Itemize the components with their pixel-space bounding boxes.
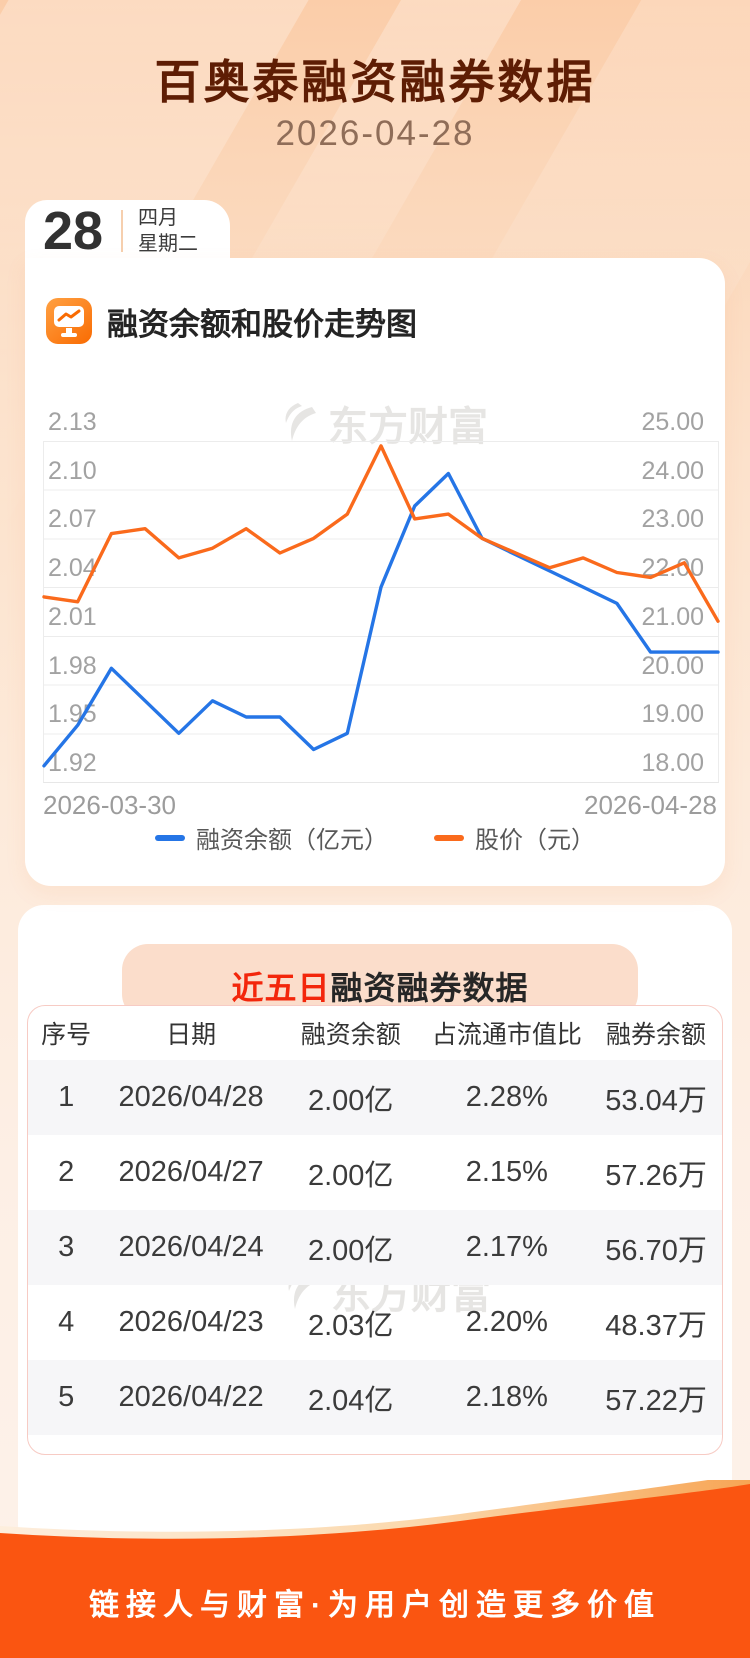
table-column-header: 融资余额: [300, 1021, 401, 1049]
table-cell: 2.00亿: [307, 1234, 394, 1267]
x-axis-end-label: 2026-04-28: [584, 790, 717, 820]
legend-item: 股价（元）: [434, 820, 595, 855]
table-cell: 2.15%: [465, 1156, 548, 1188]
left-axis-tick: 2.13: [48, 408, 97, 436]
table-column-header: 序号: [41, 1021, 92, 1049]
table-cell: 57.26万: [605, 1159, 707, 1192]
left-axis-tick: 2.01: [48, 602, 97, 631]
table-cell: 2.04亿: [307, 1384, 394, 1417]
table-cell: 2026/04/24: [118, 1231, 264, 1263]
calendar-month: 四月: [138, 207, 178, 229]
page-date: 2026-04-28: [275, 114, 475, 153]
table-row: 3 2026/04/24 2.00亿 2.17% 56.70万: [28, 1210, 722, 1285]
table-column-header: 日期: [166, 1021, 217, 1049]
chart-lines: [42, 444, 720, 768]
table-cell: 2.18%: [465, 1381, 548, 1413]
footer-wave: [0, 1480, 750, 1658]
table-cell: 2.17%: [465, 1231, 548, 1263]
table-cell: 2.00亿: [307, 1159, 394, 1192]
right-axis-tick: 23.00: [641, 505, 704, 534]
banner-highlight: 近五日: [231, 970, 331, 1006]
left-axis-tick: 1.98: [48, 651, 97, 680]
series-line: [42, 444, 720, 623]
table-cell: 2.03亿: [307, 1309, 394, 1342]
table-cell: 53.04万: [605, 1084, 707, 1117]
right-axis-tick: 19.00: [641, 700, 704, 729]
table-cell: 2.00亿: [307, 1084, 394, 1117]
right-axis-tick: 18.00: [641, 749, 704, 777]
calendar-divider: [121, 210, 123, 252]
table-cell: 48.37万: [605, 1309, 707, 1342]
chart-title: 融资余额和股价走势图: [107, 306, 417, 342]
legend-dash-icon: [434, 834, 464, 841]
right-axis-tick: 24.00: [641, 456, 704, 485]
table-cell: 1: [58, 1081, 75, 1113]
page-title: 百奥泰融资融券数据: [154, 56, 596, 108]
table-cell: 2: [58, 1156, 75, 1188]
calendar-card: 28 四月 星期二: [25, 200, 230, 262]
table-cell: 2026/04/28: [118, 1081, 264, 1113]
footer-slogan: 链接人与财富·为用户创造更多价值: [89, 1589, 661, 1622]
chart-legend: 融资余额（亿元） 股价（元）: [25, 820, 725, 855]
series-line: [42, 471, 720, 768]
chart-card: 融资余额和股价走势图 东方财富 2.13 2.10 2.07 2.04 2.01 1.98…: [25, 258, 725, 886]
table-row: 1 2026/04/28 2.00亿 2.28% 53.04万: [28, 1060, 722, 1135]
calendar-month-weekday: 四月 星期二: [138, 205, 198, 257]
table-cell: 56.70万: [605, 1234, 707, 1267]
legend-dash-icon: [155, 834, 185, 841]
table-row: 2 2026/04/27 2.00亿 2.15% 57.26万: [28, 1135, 722, 1210]
table-cell: 2026/04/22: [118, 1381, 264, 1413]
margin-data-table: 序号 日期 融资余额 占流通市值比 融券余额 1 2026/04/28 2.00亿 2.28%…: [27, 1005, 723, 1455]
left-axis-tick: 2.07: [48, 505, 97, 534]
table-cell: 5: [58, 1381, 75, 1413]
table-column-header: 融券余额: [606, 1021, 707, 1049]
table-row: 5 2026/04/22 2.04亿 2.18% 57.22万: [28, 1360, 722, 1435]
table-header-row: 序号 日期 融资余额 占流通市值比 融券余额: [28, 1006, 722, 1060]
table-row: 4 2026/04/23 2.03亿 2.20% 48.37万: [28, 1285, 722, 1360]
table-cell: 2.28%: [465, 1081, 548, 1113]
table-cell: 2026/04/27: [118, 1156, 264, 1188]
right-axis-tick: 20.00: [641, 651, 704, 680]
legend-item: 融资余额（亿元）: [155, 820, 388, 855]
left-axis-tick: 2.10: [48, 456, 97, 485]
table-cell: 3: [58, 1231, 75, 1263]
right-axis-tick: 21.00: [641, 602, 704, 631]
table-cell: 2026/04/23: [118, 1306, 264, 1338]
table-column-header: 占流通市值比: [431, 1021, 582, 1049]
chart-header: 融资余额和股价走势图: [46, 298, 417, 344]
chart-monitor-icon: [46, 298, 92, 344]
eastmoney-swoosh-icon: [285, 403, 316, 441]
table-cell: 57.22万: [605, 1384, 707, 1417]
table-cell: 4: [58, 1306, 75, 1338]
chart-plot-area: 2.13 2.10 2.07 2.04 2.01 1.98 1.95 1.92 25.00 24…: [42, 409, 720, 783]
calendar-day: 28: [42, 201, 104, 261]
table-body: 1 2026/04/28 2.00亿 2.28% 53.04万 2 2026/04/27 2.…: [28, 1060, 722, 1435]
left-axis-tick: 1.92: [48, 749, 97, 777]
calendar-weekday: 星期二: [138, 233, 198, 255]
right-axis-tick: 25.00: [641, 408, 704, 436]
legend-label: 融资余额（亿元）: [196, 827, 388, 854]
x-axis-start-label: 2026-03-30: [43, 790, 176, 820]
legend-label: 股价（元）: [475, 827, 595, 854]
table-cell: 2.20%: [465, 1306, 548, 1338]
banner-text: 融资融券数据: [330, 970, 529, 1006]
